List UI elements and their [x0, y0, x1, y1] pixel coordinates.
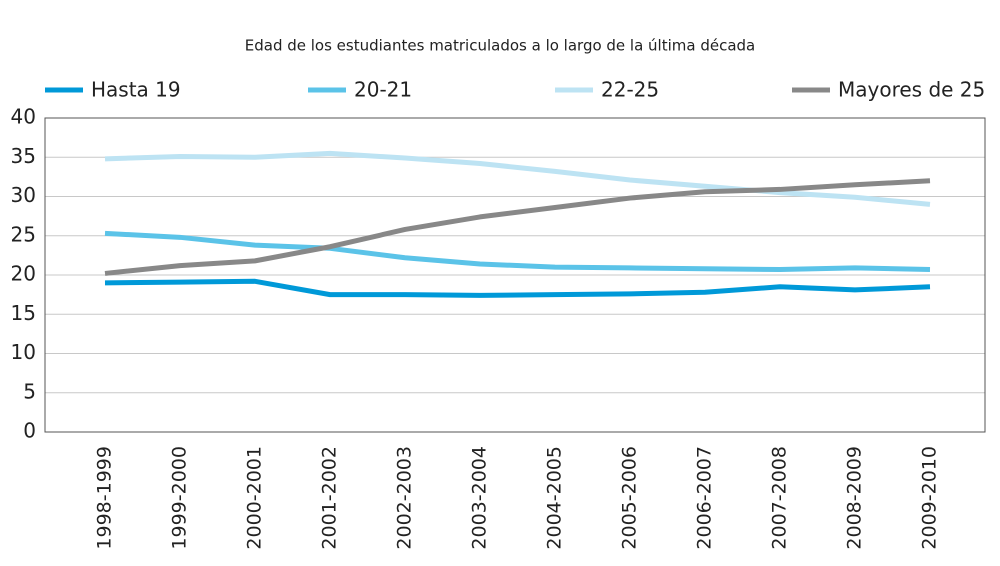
- x-tick-label: 2008-2009: [844, 446, 866, 550]
- x-tick-label: 2002-2003: [394, 446, 416, 550]
- y-tick-label: 30: [11, 183, 36, 207]
- y-tick-label: 5: [23, 379, 36, 403]
- x-tick-label: 2007-2008: [769, 446, 791, 550]
- y-tick-label: 40: [11, 105, 36, 129]
- chart-title: Edad de los estudiantes matriculados a l…: [245, 37, 756, 55]
- x-tick-label: 2004-2005: [544, 446, 566, 550]
- series-line: [104, 230, 931, 273]
- x-tick-label: 1998-1999: [94, 446, 116, 550]
- plot-frame: [44, 117, 986, 433]
- y-tick-label: 25: [11, 222, 36, 246]
- legend-label: 20-21: [354, 78, 412, 102]
- series-line: [104, 150, 931, 207]
- x-tick-label: 2003-2004: [469, 446, 491, 550]
- y-tick-label: 35: [11, 144, 36, 168]
- x-tick-label: 2005-2006: [619, 446, 641, 550]
- legend-label: Mayores de 25: [838, 78, 985, 102]
- x-tick-label: 2000-2001: [244, 446, 266, 550]
- y-tick-label: 10: [11, 340, 36, 364]
- series-line: [104, 278, 931, 298]
- legend-label: Hasta 19: [91, 78, 181, 102]
- series-line: [104, 178, 931, 276]
- x-tick-label: 2006-2007: [694, 446, 716, 550]
- y-tick-label: 20: [11, 262, 36, 286]
- legend-label: 22-25: [601, 78, 659, 102]
- x-tick-label: 2001-2002: [319, 446, 341, 550]
- y-tick-label: 0: [23, 419, 36, 443]
- x-tick-label: 1999-2000: [169, 446, 191, 550]
- x-tick-label: 2009-2010: [919, 446, 941, 550]
- y-tick-label: 15: [11, 301, 36, 325]
